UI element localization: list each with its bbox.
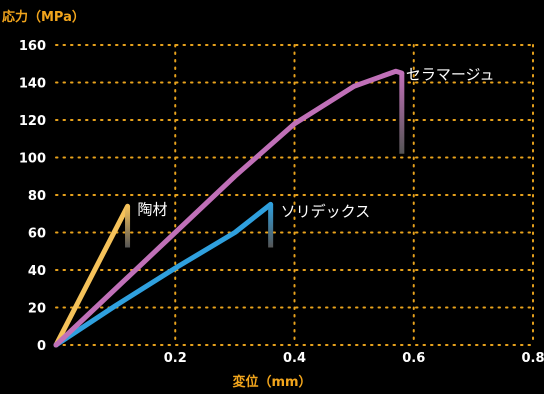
series-drop-2 xyxy=(399,73,405,154)
y-tick-label: 60 xyxy=(28,227,46,242)
series-label-1: ソリデックス xyxy=(281,202,371,220)
series-line-0 xyxy=(53,203,131,348)
series-drop-0 xyxy=(125,206,131,248)
series-drop-1 xyxy=(268,204,274,248)
y-tick-label: 100 xyxy=(19,152,46,167)
y-tick-label: 20 xyxy=(28,302,46,317)
series-line-2 xyxy=(53,68,405,348)
series-line-1 xyxy=(53,201,274,348)
y-tick-label: 160 xyxy=(19,39,46,54)
y-tick-label: 0 xyxy=(37,339,46,354)
x-tick-label: 0.6 xyxy=(402,351,425,366)
y-tick-label: 140 xyxy=(19,77,46,92)
x-tick-label: 0.2 xyxy=(164,351,187,366)
x-tick-label: 0.8 xyxy=(521,351,544,366)
y-tick-label: 80 xyxy=(28,189,46,204)
y-axis-title: 応力（MPa） xyxy=(2,10,85,25)
y-tick-label: 40 xyxy=(28,264,46,279)
series-label-2: セラマージュ xyxy=(406,65,495,83)
x-tick-label: 0.4 xyxy=(283,351,306,366)
y-tick-label: 120 xyxy=(19,114,46,129)
series-label-0: 陶材 xyxy=(138,200,168,218)
x-axis-title: 変位（mm） xyxy=(232,375,312,390)
